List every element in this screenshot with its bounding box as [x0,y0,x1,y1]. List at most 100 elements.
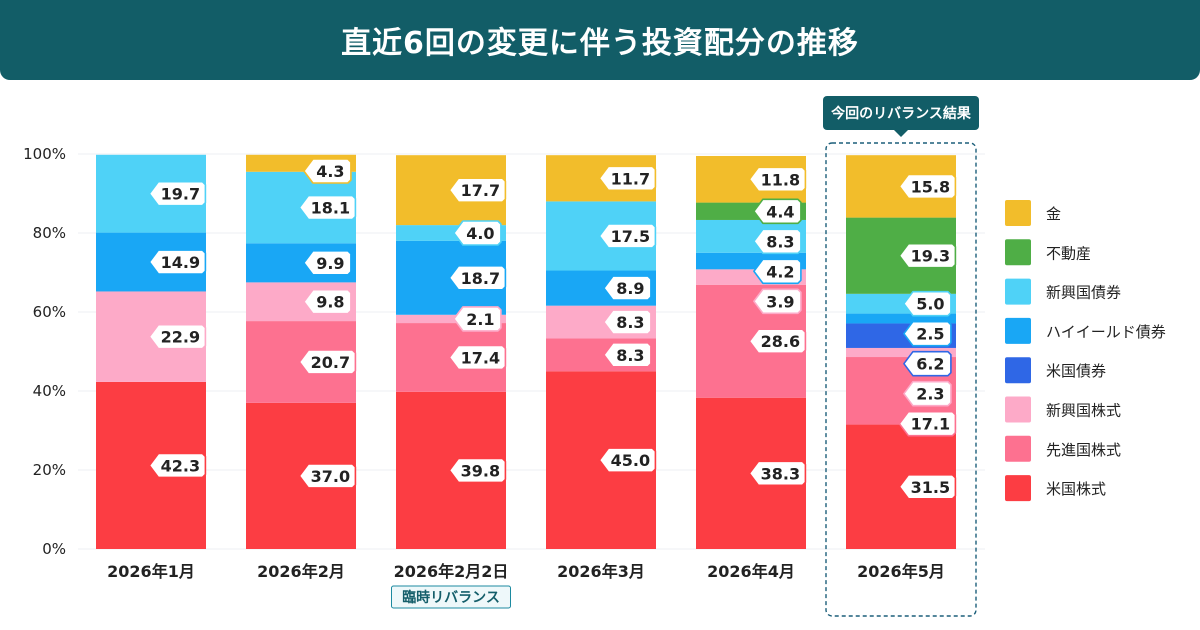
y-tick-label: 100% [23,145,66,163]
bar-segment [846,313,956,324]
data-label: 2.3 [916,385,944,404]
data-label: 5.0 [916,295,944,314]
data-label-box [903,290,952,317]
data-label: 45.0 [611,451,650,470]
y-tick-label: 20% [33,461,66,479]
data-label: 37.0 [311,467,350,486]
data-label: 22.9 [161,328,200,347]
y-tick-label: 40% [33,382,66,400]
data-label-box [303,158,352,184]
highlight-callout-pointer [894,130,908,137]
category-tag-box [391,585,511,609]
data-label-box [903,320,952,347]
header-bar: 直近6回の変更に伴う投資配分の推移 [0,0,1200,80]
legend-label: 新興国株式 [1046,402,1121,420]
legend-label: 金 [1046,205,1061,223]
data-label-box [903,380,952,407]
data-label-box [148,249,207,275]
category-tag: 臨時リバランス [402,589,500,606]
legend-swatch [1005,475,1031,502]
data-label-box [148,452,207,479]
x-category-label: 2026年2月 [257,562,345,581]
y-tick-label: 60% [33,303,66,321]
legend-swatch [1005,435,1031,462]
data-label-box [303,288,352,315]
highlight-frame [825,142,977,617]
data-label-box [598,447,657,473]
data-label: 9.8 [316,293,344,312]
data-label-box [453,306,502,332]
data-label: 38.3 [761,464,800,483]
data-label-box [448,177,507,203]
x-category-label: 2026年3月 [557,562,645,581]
data-label: 11.8 [761,170,800,189]
data-label: 31.5 [911,478,950,497]
data-label: 4.4 [766,202,794,221]
data-label-box [298,463,357,489]
data-label: 17.7 [461,181,500,200]
data-label: 14.9 [161,253,200,272]
data-label: 39.8 [461,461,500,480]
legend-label: 不動産 [1046,244,1091,262]
data-label: 8.3 [766,232,794,251]
data-label-box [603,342,652,368]
data-label-box [598,223,657,249]
data-label-box [603,275,652,301]
data-label: 8.9 [616,279,644,298]
data-label: 18.7 [461,269,500,288]
data-label-box [748,460,807,487]
legend-label: ハイイールド債券 [1046,323,1166,341]
data-label: 6.2 [916,355,944,374]
data-label-box [898,473,957,500]
data-label-box [603,309,652,335]
y-tick-label: 80% [33,224,66,242]
page-title: 直近6回の変更に伴う投資配分の推移 [341,26,859,61]
data-label: 17.1 [911,415,950,434]
bar-segment [396,314,506,324]
bar-segment [846,347,956,358]
data-label-box [753,228,802,255]
data-label: 19.7 [161,185,200,204]
data-label: 42.3 [161,456,200,475]
data-label: 28.6 [761,332,800,351]
legend-swatch [1005,239,1031,266]
legend-swatch [1005,200,1031,226]
data-label: 15.8 [911,177,950,196]
data-label-box [448,457,507,484]
highlight-callout-box [823,96,979,130]
x-category-label: 2026年5月 [857,562,945,581]
legend-label: 先進国株式 [1046,441,1121,459]
data-label-box [903,350,952,377]
data-label-box [898,173,957,200]
legend-label: 米国株式 [1046,480,1106,498]
data-label: 4.3 [316,162,344,181]
legend-swatch [1005,278,1031,305]
data-label: 18.1 [311,199,350,218]
x-category-label: 2026年4月 [707,562,795,581]
legend-swatch [1005,317,1031,344]
legend-swatch [1005,357,1031,384]
data-label: 8.3 [616,346,644,365]
data-label: 19.3 [911,247,950,266]
data-label: 9.9 [316,254,344,273]
data-label-box [303,250,352,276]
data-label-box [598,165,657,192]
legend-label: 米国債券 [1046,362,1106,380]
legend-swatch [1005,396,1031,423]
data-label-box [453,220,502,246]
x-category-label: 2026年1月 [107,562,195,581]
x-category-label: 2026年2月2日 [394,562,509,581]
y-tick-label: 0% [42,540,66,558]
data-label-box [298,194,357,221]
data-label-box [753,198,802,225]
highlight-callout: 今回のリバランス結果 [830,105,972,122]
data-label-box [753,288,802,315]
data-label-box [898,410,957,437]
data-label: 2.1 [466,310,494,329]
data-label-box [148,323,207,350]
data-label-box [448,265,507,291]
data-label: 11.7 [611,169,650,188]
data-label-box [148,180,207,207]
data-label: 4.0 [466,224,494,243]
